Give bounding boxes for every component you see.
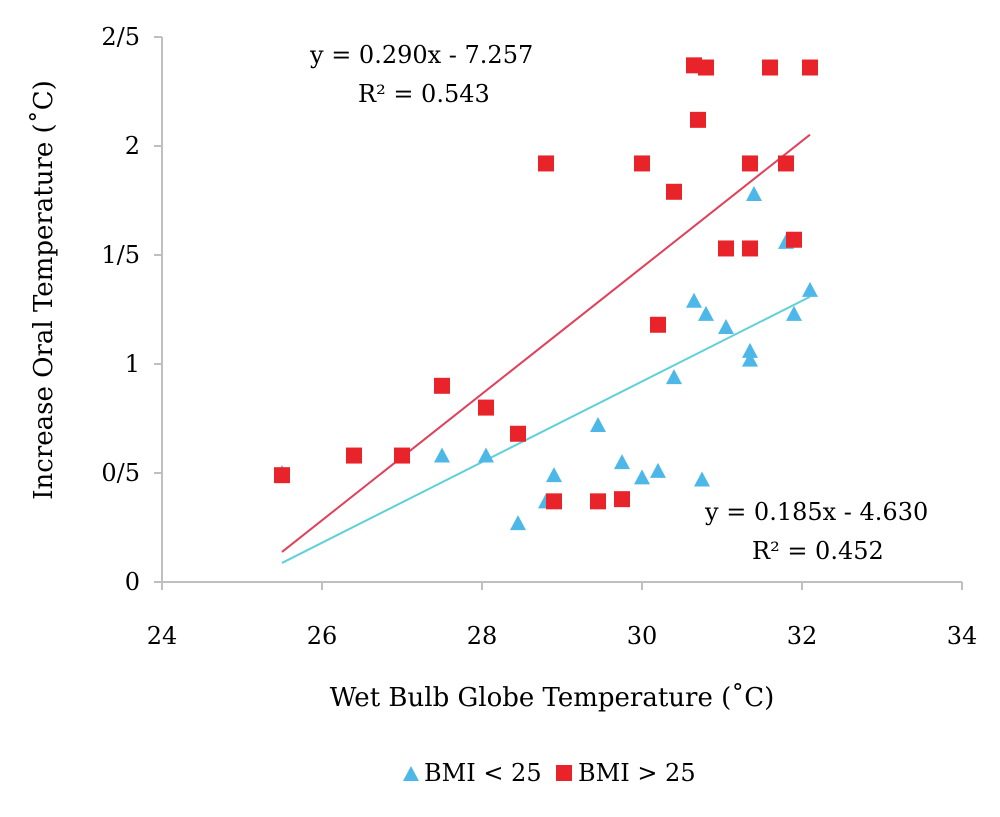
point-bmi-under-25 — [614, 454, 630, 470]
point-bmi-over-25 — [538, 155, 554, 172]
point-bmi-over-25 — [742, 240, 758, 257]
x-tick-label: 30 — [627, 622, 658, 650]
point-bmi-over-25 — [762, 59, 778, 76]
point-bmi-under-25 — [546, 467, 562, 483]
point-bmi-over-25 — [614, 491, 630, 508]
point-bmi-under-25 — [590, 417, 606, 433]
y-tick-label: 2/5 — [101, 23, 140, 51]
y-tick-label: 0 — [125, 568, 140, 596]
equation-text-bmi-under-25: y = 0.185x - 4.630 — [704, 498, 928, 526]
legend-label-bmi-over-25: BMI > 25 — [578, 759, 696, 787]
plot-area: 0 0/5 1 1/5 2 2/5 24 26 28 30 32 34 — [101, 23, 977, 650]
point-bmi-over-25 — [634, 155, 650, 172]
point-bmi-over-25 — [590, 493, 606, 510]
equation-text-bmi-over-25: y = 0.290x - 7.257 — [309, 41, 533, 69]
point-bmi-over-25 — [778, 155, 794, 172]
point-bmi-under-25 — [666, 369, 682, 385]
point-bmi-under-25 — [434, 447, 450, 463]
point-bmi-over-25 — [786, 231, 802, 248]
point-bmi-under-25 — [746, 185, 762, 201]
trendline-bmi-under-25 — [281, 295, 811, 564]
y-tick-label: 0/5 — [101, 459, 140, 487]
point-bmi-over-25 — [690, 111, 706, 128]
point-bmi-over-25 — [666, 183, 682, 200]
x-tick-label: 24 — [147, 622, 178, 650]
point-bmi-over-25 — [546, 493, 562, 510]
point-bmi-over-25 — [742, 155, 758, 172]
r2-text-bmi-over-25: R² = 0.543 — [358, 80, 490, 108]
y-tick-label: 1/5 — [101, 241, 140, 269]
point-bmi-under-25 — [802, 281, 818, 297]
y-tick-label: 2 — [125, 132, 140, 160]
point-bmi-over-25 — [718, 240, 734, 257]
x-tick-label: 34 — [947, 622, 978, 650]
legend: BMI < 25 BMI > 25 — [403, 759, 696, 787]
point-bmi-under-25 — [786, 305, 802, 321]
y-axis-ticks: 0 0/5 1 1/5 2 2/5 — [101, 23, 162, 596]
point-bmi-over-25 — [478, 399, 494, 416]
point-bmi-under-25 — [718, 318, 734, 334]
point-bmi-over-25 — [394, 447, 410, 464]
legend-label-bmi-under-25: BMI < 25 — [424, 759, 542, 787]
x-tick-label: 32 — [787, 622, 818, 650]
point-bmi-under-25 — [742, 342, 758, 358]
point-bmi-over-25 — [434, 377, 450, 394]
point-bmi-over-25 — [274, 467, 290, 484]
legend-triangle-icon — [403, 766, 419, 781]
point-bmi-over-25 — [346, 447, 362, 464]
point-bmi-under-25 — [686, 292, 702, 308]
data-points — [274, 57, 818, 531]
r2-text-bmi-under-25: R² = 0.452 — [752, 537, 884, 565]
y-tick-label: 1 — [125, 350, 140, 378]
point-bmi-under-25 — [650, 462, 666, 478]
point-bmi-over-25 — [802, 59, 818, 76]
x-axis-title: Wet Bulb Globe Temperature (˚C) — [330, 683, 775, 713]
point-bmi-under-25 — [694, 471, 710, 487]
point-bmi-over-25 — [698, 59, 714, 76]
trendline-bmi-over-25 — [281, 133, 811, 553]
point-bmi-under-25 — [742, 351, 758, 367]
point-bmi-under-25 — [698, 305, 714, 321]
equation-bmi-under-25: y = 0.185x - 4.630 R² = 0.452 — [704, 498, 928, 565]
point-bmi-under-25 — [478, 447, 494, 463]
trendlines — [281, 133, 811, 564]
x-tick-label: 28 — [467, 622, 498, 650]
equation-bmi-over-25: y = 0.290x - 7.257 R² = 0.543 — [309, 41, 533, 108]
x-axis-ticks: 24 26 28 30 32 34 — [147, 582, 978, 650]
point-bmi-over-25 — [650, 316, 666, 333]
x-tick-label: 26 — [307, 622, 338, 650]
point-bmi-under-25 — [634, 469, 650, 485]
point-bmi-under-25 — [510, 515, 526, 531]
y-axis-title: Increase Oral Temperature (˚C) — [29, 80, 59, 500]
point-bmi-over-25 — [510, 425, 526, 442]
legend-square-icon — [556, 765, 572, 781]
